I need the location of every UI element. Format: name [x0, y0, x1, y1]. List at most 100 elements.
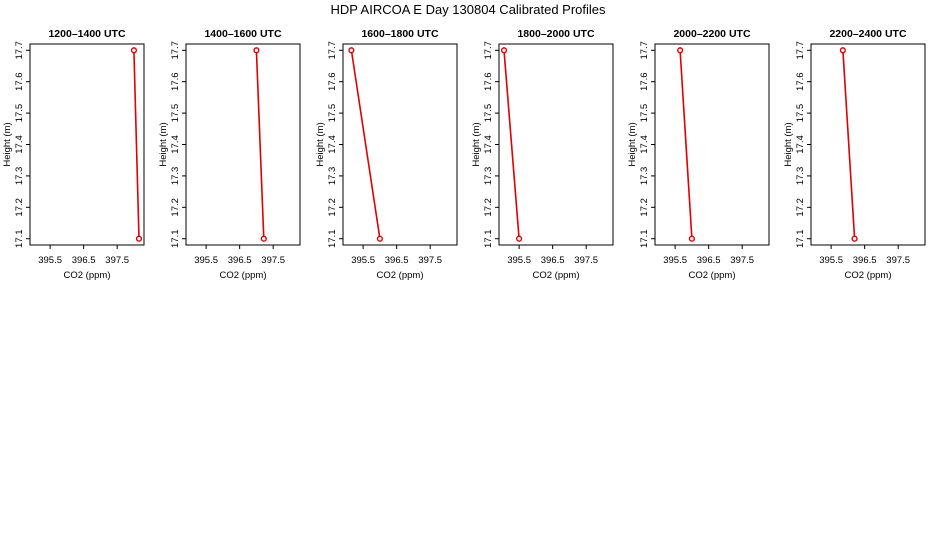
x-axis-label: CO2 (ppm) — [845, 270, 892, 281]
plot-frame — [654, 43, 770, 246]
y-tick-label: 17.7 — [639, 41, 650, 60]
x-tick-label: 397.5 — [886, 255, 910, 266]
data-point — [376, 235, 383, 242]
y-tick-label: 17.3 — [795, 167, 806, 186]
y-tick-label: 17.2 — [795, 198, 806, 217]
y-tick-label: 17.1 — [170, 229, 181, 248]
x-axis-label: CO2 (ppm) — [533, 270, 580, 281]
x-tick-label: 396.5 — [853, 255, 877, 266]
y-tick-label: 17.6 — [14, 72, 25, 91]
x-axis-label: CO2 (ppm) — [220, 270, 267, 281]
x-tick-label: 396.5 — [385, 255, 409, 266]
x-tick-label: 395.5 — [819, 255, 843, 266]
x-tick-label: 397.5 — [730, 255, 754, 266]
y-tick-label: 17.2 — [639, 198, 650, 217]
y-tick-label: 17.7 — [170, 41, 181, 60]
data-point — [253, 47, 260, 54]
profile-line — [503, 50, 520, 239]
plot-frame — [29, 43, 145, 246]
y-axis-label: Height (m) — [315, 122, 326, 166]
y-tick-label: 17.1 — [483, 229, 494, 248]
plot-frame — [342, 43, 458, 246]
y-tick-label: 17.6 — [170, 72, 181, 91]
x-tick-label: 395.5 — [663, 255, 687, 266]
x-tick-label: 396.5 — [228, 255, 252, 266]
x-tick-label: 397.5 — [418, 255, 442, 266]
panel-title: 1200–1400 UTC — [48, 28, 125, 40]
data-point — [260, 235, 267, 242]
data-point — [135, 235, 143, 242]
y-tick-label: 17.6 — [327, 72, 338, 91]
x-tick-label: 395.5 — [351, 255, 375, 266]
y-tick-label: 17.4 — [327, 135, 338, 154]
y-tick-label: 17.2 — [327, 198, 338, 217]
y-tick-label: 17.3 — [14, 167, 25, 186]
y-tick-label: 17.5 — [639, 104, 650, 123]
y-tick-label: 17.2 — [170, 198, 181, 217]
data-point — [130, 47, 138, 54]
y-tick-label: 17.3 — [483, 167, 494, 186]
profile-line — [133, 50, 140, 239]
y-tick-label: 17.5 — [14, 104, 25, 123]
x-tick-label: 395.5 — [507, 255, 531, 266]
plot-frame — [185, 43, 301, 246]
x-tick-label: 396.5 — [541, 255, 565, 266]
profile-line — [679, 50, 693, 239]
y-tick-label: 17.1 — [795, 229, 806, 248]
y-tick-label: 17.4 — [483, 135, 494, 154]
data-point — [839, 47, 846, 54]
data-point — [500, 47, 508, 54]
x-tick-label: 396.5 — [72, 255, 96, 266]
y-tick-label: 17.7 — [483, 41, 494, 60]
x-axis-label: CO2 (ppm) — [64, 270, 111, 281]
y-axis-label: Height (m) — [2, 122, 13, 166]
x-tick-label: 395.5 — [38, 255, 62, 266]
y-tick-label: 17.1 — [639, 229, 650, 248]
profile-line — [255, 50, 265, 239]
y-tick-label: 17.1 — [14, 229, 25, 248]
x-tick-label: 397.5 — [574, 255, 598, 266]
y-axis-label: Height (m) — [627, 122, 638, 166]
y-axis-label: Height (m) — [783, 122, 794, 166]
y-tick-label: 17.7 — [327, 41, 338, 60]
x-tick-label: 395.5 — [194, 255, 218, 266]
y-tick-label: 17.2 — [14, 198, 25, 217]
data-point — [688, 235, 695, 242]
panel-title: 1600–1800 UTC — [361, 28, 438, 40]
y-axis-label: Height (m) — [158, 122, 169, 166]
data-point — [677, 47, 684, 54]
panel-title: 1800–2000 UTC — [517, 28, 594, 40]
x-tick-label: 396.5 — [697, 255, 721, 266]
y-tick-label: 17.6 — [639, 72, 650, 91]
profile-line — [350, 50, 381, 239]
profile-line — [842, 50, 856, 239]
panel-title: 2000–2200 UTC — [673, 28, 750, 40]
y-tick-label: 17.3 — [170, 167, 181, 186]
figure-title: HDP AIRCOA E Day 130804 Calibrated Profi… — [330, 2, 606, 17]
x-axis-label: CO2 (ppm) — [377, 270, 424, 281]
y-tick-label: 17.4 — [639, 135, 650, 154]
plot-frame — [810, 43, 926, 246]
data-point — [851, 235, 858, 242]
y-tick-label: 17.5 — [795, 104, 806, 123]
plot-frame — [498, 43, 614, 246]
y-tick-label: 17.4 — [795, 135, 806, 154]
y-tick-label: 17.6 — [483, 72, 494, 91]
y-tick-label: 17.2 — [483, 198, 494, 217]
y-tick-label: 17.5 — [483, 104, 494, 123]
y-tick-label: 17.6 — [795, 72, 806, 91]
x-tick-label: 397.5 — [261, 255, 285, 266]
y-tick-label: 17.7 — [795, 41, 806, 60]
data-point — [516, 235, 523, 242]
data-point — [348, 47, 355, 54]
y-tick-label: 17.3 — [639, 167, 650, 186]
y-tick-label: 17.1 — [327, 229, 338, 248]
y-tick-label: 17.4 — [170, 135, 181, 154]
y-axis-label: Height (m) — [471, 122, 482, 166]
y-tick-label: 17.5 — [170, 104, 181, 123]
panel-title: 2200–2400 UTC — [829, 28, 906, 40]
y-tick-label: 17.5 — [327, 104, 338, 123]
y-tick-label: 17.3 — [327, 167, 338, 186]
